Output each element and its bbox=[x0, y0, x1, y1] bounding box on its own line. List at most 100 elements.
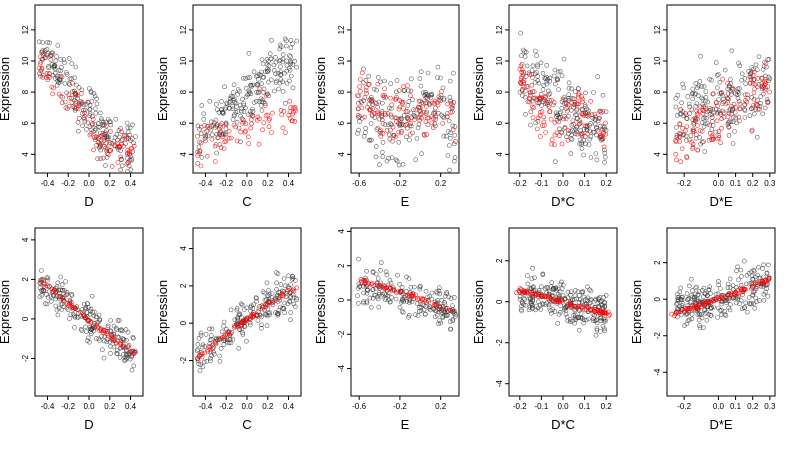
fitted-point bbox=[392, 115, 398, 120]
observed-point bbox=[681, 85, 687, 91]
observed-point bbox=[388, 280, 394, 286]
observed-point bbox=[450, 318, 456, 324]
observed-point bbox=[757, 104, 763, 109]
x-axis-title: D*C bbox=[551, 417, 575, 432]
observed-point bbox=[556, 115, 562, 120]
y-tick-label: 4 bbox=[21, 237, 30, 242]
fitted-point bbox=[103, 140, 109, 146]
fitted-point bbox=[85, 120, 91, 125]
y-tick-label: 8 bbox=[653, 89, 662, 94]
fitted-point bbox=[405, 109, 410, 114]
observed-point bbox=[128, 158, 134, 163]
fitted-point bbox=[207, 125, 212, 131]
fitted-point bbox=[557, 133, 562, 138]
observed-point bbox=[673, 125, 679, 130]
observed-point bbox=[378, 260, 384, 265]
observed-point bbox=[394, 78, 400, 83]
fitted-point bbox=[245, 134, 251, 140]
observed-point bbox=[246, 112, 251, 117]
fitted-point bbox=[519, 67, 525, 72]
fitted-point bbox=[223, 139, 229, 144]
observed-point bbox=[737, 101, 743, 107]
fitted-point bbox=[220, 134, 225, 139]
fitted-point bbox=[233, 324, 238, 329]
observed-point bbox=[239, 314, 244, 320]
observed-point bbox=[741, 258, 747, 264]
observed-point bbox=[223, 126, 229, 131]
observed-point bbox=[380, 291, 385, 297]
fitted-point bbox=[43, 55, 48, 61]
x-axis-title: C bbox=[242, 417, 251, 432]
x-tick-label: -0.4 bbox=[41, 179, 55, 188]
observed-point bbox=[260, 75, 266, 80]
fitted-point bbox=[217, 127, 222, 132]
y-tick-label: 0 bbox=[495, 299, 504, 304]
fitted-point bbox=[281, 293, 286, 298]
observed-point bbox=[282, 101, 288, 106]
fitted-point bbox=[582, 123, 588, 129]
fitted-point bbox=[67, 300, 72, 306]
fitted-point bbox=[440, 121, 446, 126]
observed-point bbox=[679, 100, 684, 106]
fitted-point bbox=[82, 113, 88, 119]
observed-point bbox=[207, 326, 212, 332]
fitted-point bbox=[721, 110, 727, 116]
fitted-point bbox=[202, 350, 208, 356]
observed-point bbox=[127, 125, 133, 131]
observed-point bbox=[579, 146, 585, 151]
observed-point bbox=[284, 58, 290, 64]
fitted-point bbox=[37, 65, 42, 71]
fitted-point bbox=[684, 124, 690, 129]
observed-point bbox=[727, 77, 733, 82]
fitted-point bbox=[755, 84, 760, 89]
observed-point bbox=[742, 92, 748, 98]
observed-point bbox=[282, 310, 287, 316]
plot-frame bbox=[350, 4, 460, 174]
observed-point bbox=[579, 106, 585, 112]
observed-point bbox=[693, 104, 699, 109]
fitted-point bbox=[359, 70, 365, 76]
observed-point bbox=[726, 96, 731, 102]
observed-point bbox=[756, 54, 762, 60]
fitted-point bbox=[763, 60, 769, 66]
observed-point bbox=[678, 111, 684, 117]
observed-point bbox=[67, 316, 72, 321]
observed-point bbox=[414, 136, 420, 141]
fitted-point bbox=[564, 106, 569, 111]
observed-point bbox=[586, 142, 592, 147]
observed-point bbox=[265, 68, 270, 74]
fitted-points bbox=[39, 277, 138, 357]
observed-point bbox=[523, 74, 529, 79]
observed-point bbox=[124, 120, 130, 126]
x-tick-label: -0.2 bbox=[61, 179, 75, 188]
observed-point bbox=[715, 315, 720, 320]
observed-point bbox=[583, 141, 588, 147]
observed-point bbox=[761, 297, 767, 303]
observed-point bbox=[62, 60, 67, 65]
fitted-point bbox=[92, 324, 98, 330]
observed-point bbox=[47, 53, 53, 59]
observed-point bbox=[729, 108, 735, 113]
y-tick-label: 4 bbox=[337, 229, 346, 234]
fitted-point bbox=[269, 130, 274, 135]
fitted-point bbox=[359, 105, 365, 111]
y-tick-label: -4 bbox=[337, 364, 346, 372]
fitted-point bbox=[527, 89, 533, 95]
fitted-point bbox=[92, 320, 97, 326]
observed-point bbox=[253, 74, 259, 79]
y-tick-label: -2 bbox=[21, 354, 30, 362]
observed-point bbox=[386, 105, 392, 111]
fitted-point bbox=[279, 290, 285, 296]
observed-point bbox=[259, 325, 264, 331]
observed-point bbox=[410, 130, 415, 136]
fitted-point bbox=[369, 99, 374, 105]
observed-point bbox=[203, 133, 208, 139]
observed-point bbox=[236, 345, 241, 351]
observed-point bbox=[396, 117, 402, 122]
observed-point bbox=[250, 106, 255, 112]
observed-point bbox=[256, 89, 262, 95]
observed-point bbox=[246, 88, 252, 94]
panel-8: -0.6 -0.2 0.2 -4 -2 0 2 4 E Expression bbox=[313, 227, 460, 432]
fitted-point bbox=[552, 132, 558, 138]
fitted-point bbox=[689, 107, 695, 112]
